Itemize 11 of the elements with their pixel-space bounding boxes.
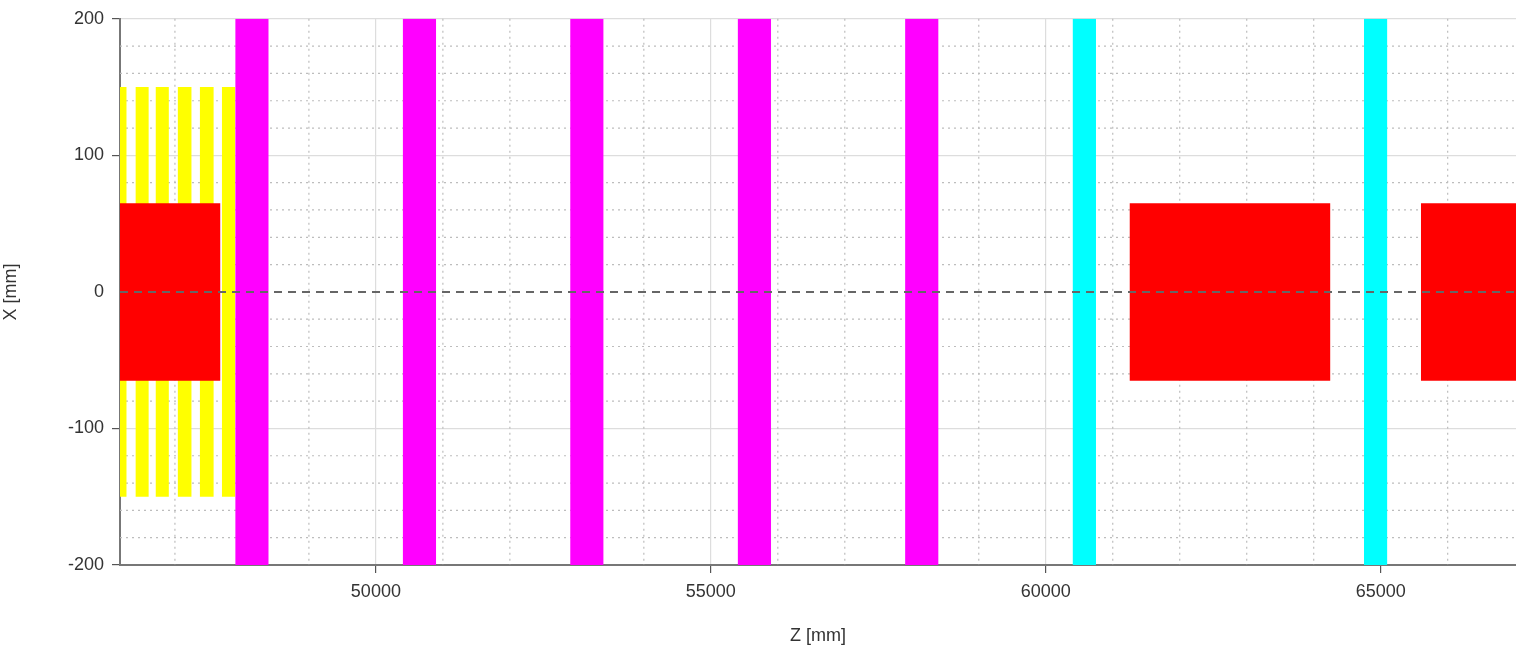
y-axis-title: X [mm] (0, 263, 20, 321)
y-tick-label: -100 (67, 417, 104, 438)
y-tick-label: -200 (67, 553, 104, 574)
x-tick-label: 60000 (1020, 580, 1071, 601)
y-tick-label: 0 (93, 280, 104, 301)
x-tick-label: 65000 (1355, 580, 1406, 601)
x-tick-label: 55000 (685, 580, 736, 601)
y-tick-label: 200 (73, 7, 104, 28)
x-axis-title: Z [mm] (790, 625, 846, 646)
x-tick-label: 50000 (350, 580, 401, 601)
y-tick-label: 100 (73, 144, 104, 165)
